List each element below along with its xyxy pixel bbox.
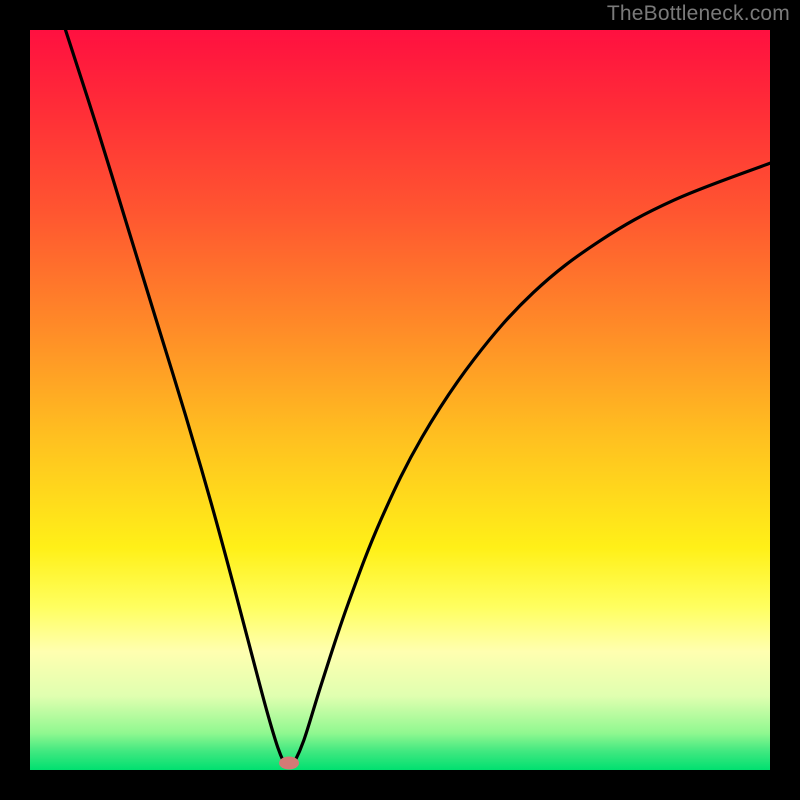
curve-right-branch bbox=[293, 163, 770, 765]
watermark-text: TheBottleneck.com bbox=[607, 2, 790, 26]
minimum-marker bbox=[279, 756, 299, 769]
curve-plot bbox=[30, 30, 770, 770]
curve-left-branch bbox=[66, 30, 286, 766]
plot-frame bbox=[30, 30, 770, 770]
